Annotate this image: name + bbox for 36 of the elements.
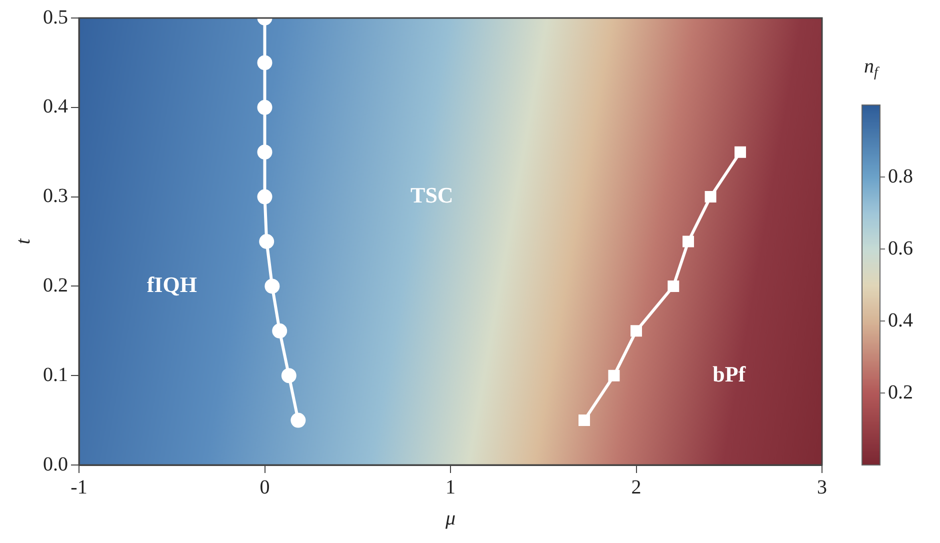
y-tick-label: 0.0 (43, 453, 68, 476)
x-tick-label: 2 (631, 476, 642, 498)
y-tick-label: 0.1 (43, 364, 68, 386)
x-axis-title: μ (444, 507, 456, 530)
annotation: fIQH (146, 272, 197, 297)
color-bar-label: 0.2 (888, 381, 913, 404)
y-tick-label: 0.2 (43, 274, 68, 296)
point (281, 368, 296, 384)
color-bar-label: 0.8 (888, 165, 913, 188)
point (257, 100, 272, 115)
x-tick-label: 0 (260, 476, 270, 498)
point (734, 146, 746, 158)
point (704, 191, 716, 203)
y-tick-label: 0.3 (43, 185, 68, 208)
point (668, 280, 680, 292)
point (682, 236, 694, 248)
point (630, 325, 642, 337)
color-bar-label: 0.4 (888, 309, 913, 332)
point (272, 323, 288, 338)
point (257, 189, 272, 204)
x-tick-label: 3 (817, 476, 827, 498)
x-tick-label: 1 (446, 476, 456, 498)
annotation: bPf (712, 361, 746, 386)
y-tick-label: 0.4 (43, 96, 68, 118)
point (264, 278, 280, 294)
point (257, 144, 272, 160)
point (259, 234, 274, 249)
point (578, 414, 590, 426)
point (257, 55, 272, 70)
y-tick-label: 0.5 (43, 6, 68, 28)
annotation: TSC (410, 182, 454, 208)
point (608, 370, 620, 382)
color-bar-label: 0.6 (888, 237, 913, 260)
x-tick-label: -1 (70, 476, 88, 498)
point (290, 412, 306, 428)
y-axis-title: t (12, 238, 34, 244)
